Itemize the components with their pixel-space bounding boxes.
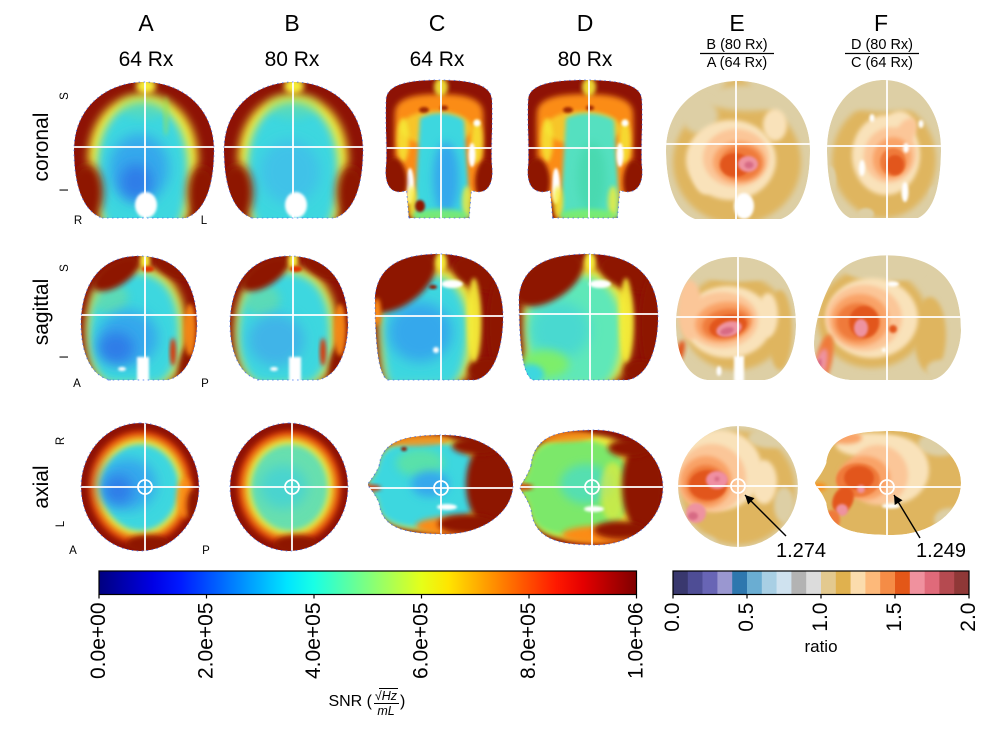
svg-text:A: A xyxy=(69,545,77,557)
svg-text:SNR (: SNR ( xyxy=(328,693,372,710)
svg-text:1.249: 1.249 xyxy=(916,540,966,562)
svg-text:ratio: ratio xyxy=(804,637,837,656)
svg-text:64 Rx: 64 Rx xyxy=(119,48,174,71)
svg-text:2.0: 2.0 xyxy=(957,603,980,632)
svg-text:): ) xyxy=(400,693,405,710)
svg-text:R: R xyxy=(55,437,67,445)
svg-text:D (80 Rx): D (80 Rx) xyxy=(851,37,913,53)
svg-text:A (64 Rx): A (64 Rx) xyxy=(707,55,767,71)
svg-text:D: D xyxy=(577,10,594,36)
svg-text:1.274: 1.274 xyxy=(776,540,826,562)
svg-text:80 Rx: 80 Rx xyxy=(265,48,320,71)
svg-text:0.0e+00: 0.0e+00 xyxy=(87,603,110,680)
svg-text:E: E xyxy=(729,10,744,36)
svg-text:B (80 Rx): B (80 Rx) xyxy=(706,37,767,53)
svg-text:1.0e+06: 1.0e+06 xyxy=(625,603,648,680)
svg-text:P: P xyxy=(201,378,209,390)
svg-text:sagittal: sagittal xyxy=(30,279,53,346)
svg-text:S: S xyxy=(59,92,71,100)
svg-text:80 Rx: 80 Rx xyxy=(558,48,613,71)
svg-text:L: L xyxy=(201,215,208,227)
svg-text:P: P xyxy=(202,545,210,557)
svg-text:1.5: 1.5 xyxy=(883,603,906,632)
svg-text:coronal: coronal xyxy=(30,113,53,182)
svg-text:√Hz: √Hz xyxy=(375,689,398,703)
svg-text:C: C xyxy=(429,10,446,36)
svg-text:axial: axial xyxy=(30,465,53,508)
svg-text:8.0e+05: 8.0e+05 xyxy=(517,603,540,680)
svg-text:A: A xyxy=(138,10,154,36)
svg-text:6.0e+05: 6.0e+05 xyxy=(410,603,433,680)
svg-text:L: L xyxy=(55,520,67,527)
svg-text:1.0: 1.0 xyxy=(809,603,832,632)
svg-text:S: S xyxy=(59,264,71,272)
svg-text:A: A xyxy=(73,378,81,390)
svg-text:0.5: 0.5 xyxy=(735,603,758,632)
svg-text:mL: mL xyxy=(377,704,394,718)
svg-text:F: F xyxy=(874,10,888,36)
svg-text:R: R xyxy=(74,215,82,227)
svg-text:I: I xyxy=(59,355,71,358)
svg-text:2.0e+05: 2.0e+05 xyxy=(195,603,218,680)
svg-text:I: I xyxy=(59,188,71,191)
svg-text:0.0: 0.0 xyxy=(661,603,684,632)
svg-text:64 Rx: 64 Rx xyxy=(410,48,465,71)
svg-text:B: B xyxy=(284,10,299,36)
svg-text:4.0e+05: 4.0e+05 xyxy=(302,603,325,680)
svg-text:C (64 Rx): C (64 Rx) xyxy=(851,55,913,71)
